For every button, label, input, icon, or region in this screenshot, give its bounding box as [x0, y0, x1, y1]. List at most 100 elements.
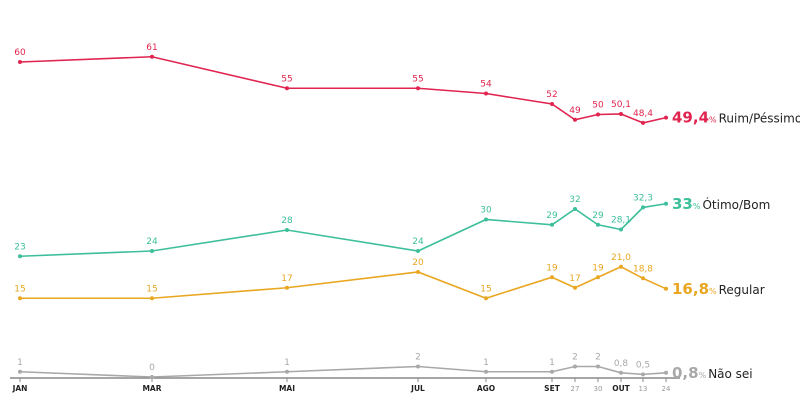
data-label: 15 — [480, 284, 491, 294]
data-point — [285, 369, 289, 374]
series-end-label: 0,8% Não sei — [672, 364, 753, 382]
x-tick-label: MAI — [279, 384, 295, 393]
x-tick-label: JUL — [410, 384, 425, 393]
data-label: 52 — [546, 90, 557, 100]
data-label: 61 — [146, 43, 157, 53]
data-label: 29 — [592, 211, 604, 221]
data-label: 1 — [17, 358, 23, 368]
data-label: 55 — [281, 74, 292, 84]
data-point — [285, 228, 289, 232]
data-label: 0,5 — [636, 360, 650, 370]
data-label: 55 — [412, 74, 423, 84]
series-line — [19, 202, 667, 258]
data-label: 2 — [415, 353, 421, 363]
x-tick-label: OUT — [612, 384, 630, 393]
data-label: 23 — [14, 242, 25, 252]
data-label: 0 — [149, 363, 155, 373]
data-point — [641, 276, 645, 281]
data-label: 15 — [146, 284, 157, 294]
data-point — [150, 375, 154, 379]
data-label: 1 — [483, 358, 489, 368]
series-line — [19, 365, 667, 378]
data-point — [596, 222, 600, 227]
data-point — [18, 296, 22, 301]
data-point — [416, 249, 420, 253]
data-point — [484, 217, 488, 222]
x-tick-label: 30 — [594, 385, 603, 393]
data-label: 2 — [572, 353, 578, 363]
series-end-label: 33% Ótimo/Bom — [672, 195, 770, 213]
data-point — [664, 370, 668, 375]
data-point — [550, 275, 554, 280]
data-point — [619, 227, 623, 232]
data-point — [573, 207, 577, 211]
data-point — [573, 285, 577, 290]
data-label: 17 — [281, 274, 292, 284]
data-point — [484, 91, 488, 96]
data-label: 54 — [480, 80, 492, 90]
data-label: 49 — [569, 106, 581, 116]
data-point — [641, 120, 645, 125]
data-label: 19 — [546, 263, 558, 273]
data-label: 20 — [412, 258, 424, 268]
data-label: 50,1 — [611, 100, 631, 110]
data-point — [18, 60, 22, 64]
series-end-label: 16,8% Regular — [672, 280, 765, 298]
data-point — [18, 369, 22, 374]
data-point — [619, 111, 623, 116]
data-label: 19 — [592, 263, 604, 273]
data-label: 17 — [569, 274, 580, 284]
data-point — [664, 286, 668, 291]
data-label: 1 — [284, 358, 290, 368]
x-tick-label: SET — [544, 384, 561, 393]
data-label: 28 — [281, 216, 293, 226]
x-tick-label: 27 — [571, 385, 580, 393]
data-label: 24 — [412, 237, 424, 247]
data-label: 0,8 — [614, 359, 629, 369]
data-point — [150, 249, 154, 253]
data-label: 2 — [595, 353, 601, 363]
data-point — [285, 86, 289, 91]
data-point — [619, 264, 623, 269]
data-label: 32,3 — [633, 193, 653, 203]
data-point — [573, 364, 577, 369]
data-point — [664, 201, 668, 206]
data-point — [641, 205, 645, 210]
data-point — [484, 369, 488, 374]
x-tick-label: JAN — [12, 384, 28, 393]
x-tick-label: MAR — [142, 384, 161, 393]
data-label: 32 — [569, 195, 580, 205]
data-label: 18,8 — [633, 264, 653, 274]
x-tick-label: 24 — [662, 385, 671, 393]
series-end-label: 49,4% Ruim/Péssimo — [672, 109, 800, 127]
data-point — [550, 102, 554, 106]
x-tick-label: AGO — [477, 384, 495, 393]
data-label: 48,4 — [633, 109, 653, 119]
x-tick-label: 13 — [639, 385, 648, 393]
data-label: 21,0 — [611, 253, 631, 263]
data-point — [596, 275, 600, 280]
data-label: 24 — [146, 237, 158, 247]
data-label: 15 — [14, 284, 25, 294]
data-label: 30 — [480, 206, 492, 216]
data-label: 29 — [546, 211, 558, 221]
data-label: 60 — [14, 48, 26, 58]
data-point — [550, 222, 554, 227]
data-point — [664, 115, 668, 120]
data-point — [416, 270, 420, 274]
data-label: 28,1 — [611, 215, 631, 225]
data-point — [285, 285, 289, 290]
data-point — [484, 296, 488, 301]
data-point — [550, 369, 554, 374]
data-point — [150, 54, 154, 59]
data-point — [641, 372, 645, 377]
data-point — [416, 86, 420, 91]
data-point — [573, 117, 577, 122]
data-label: 1 — [549, 358, 555, 368]
data-point — [596, 364, 600, 369]
data-point — [416, 364, 420, 369]
data-point — [596, 112, 600, 117]
data-point — [18, 254, 22, 259]
